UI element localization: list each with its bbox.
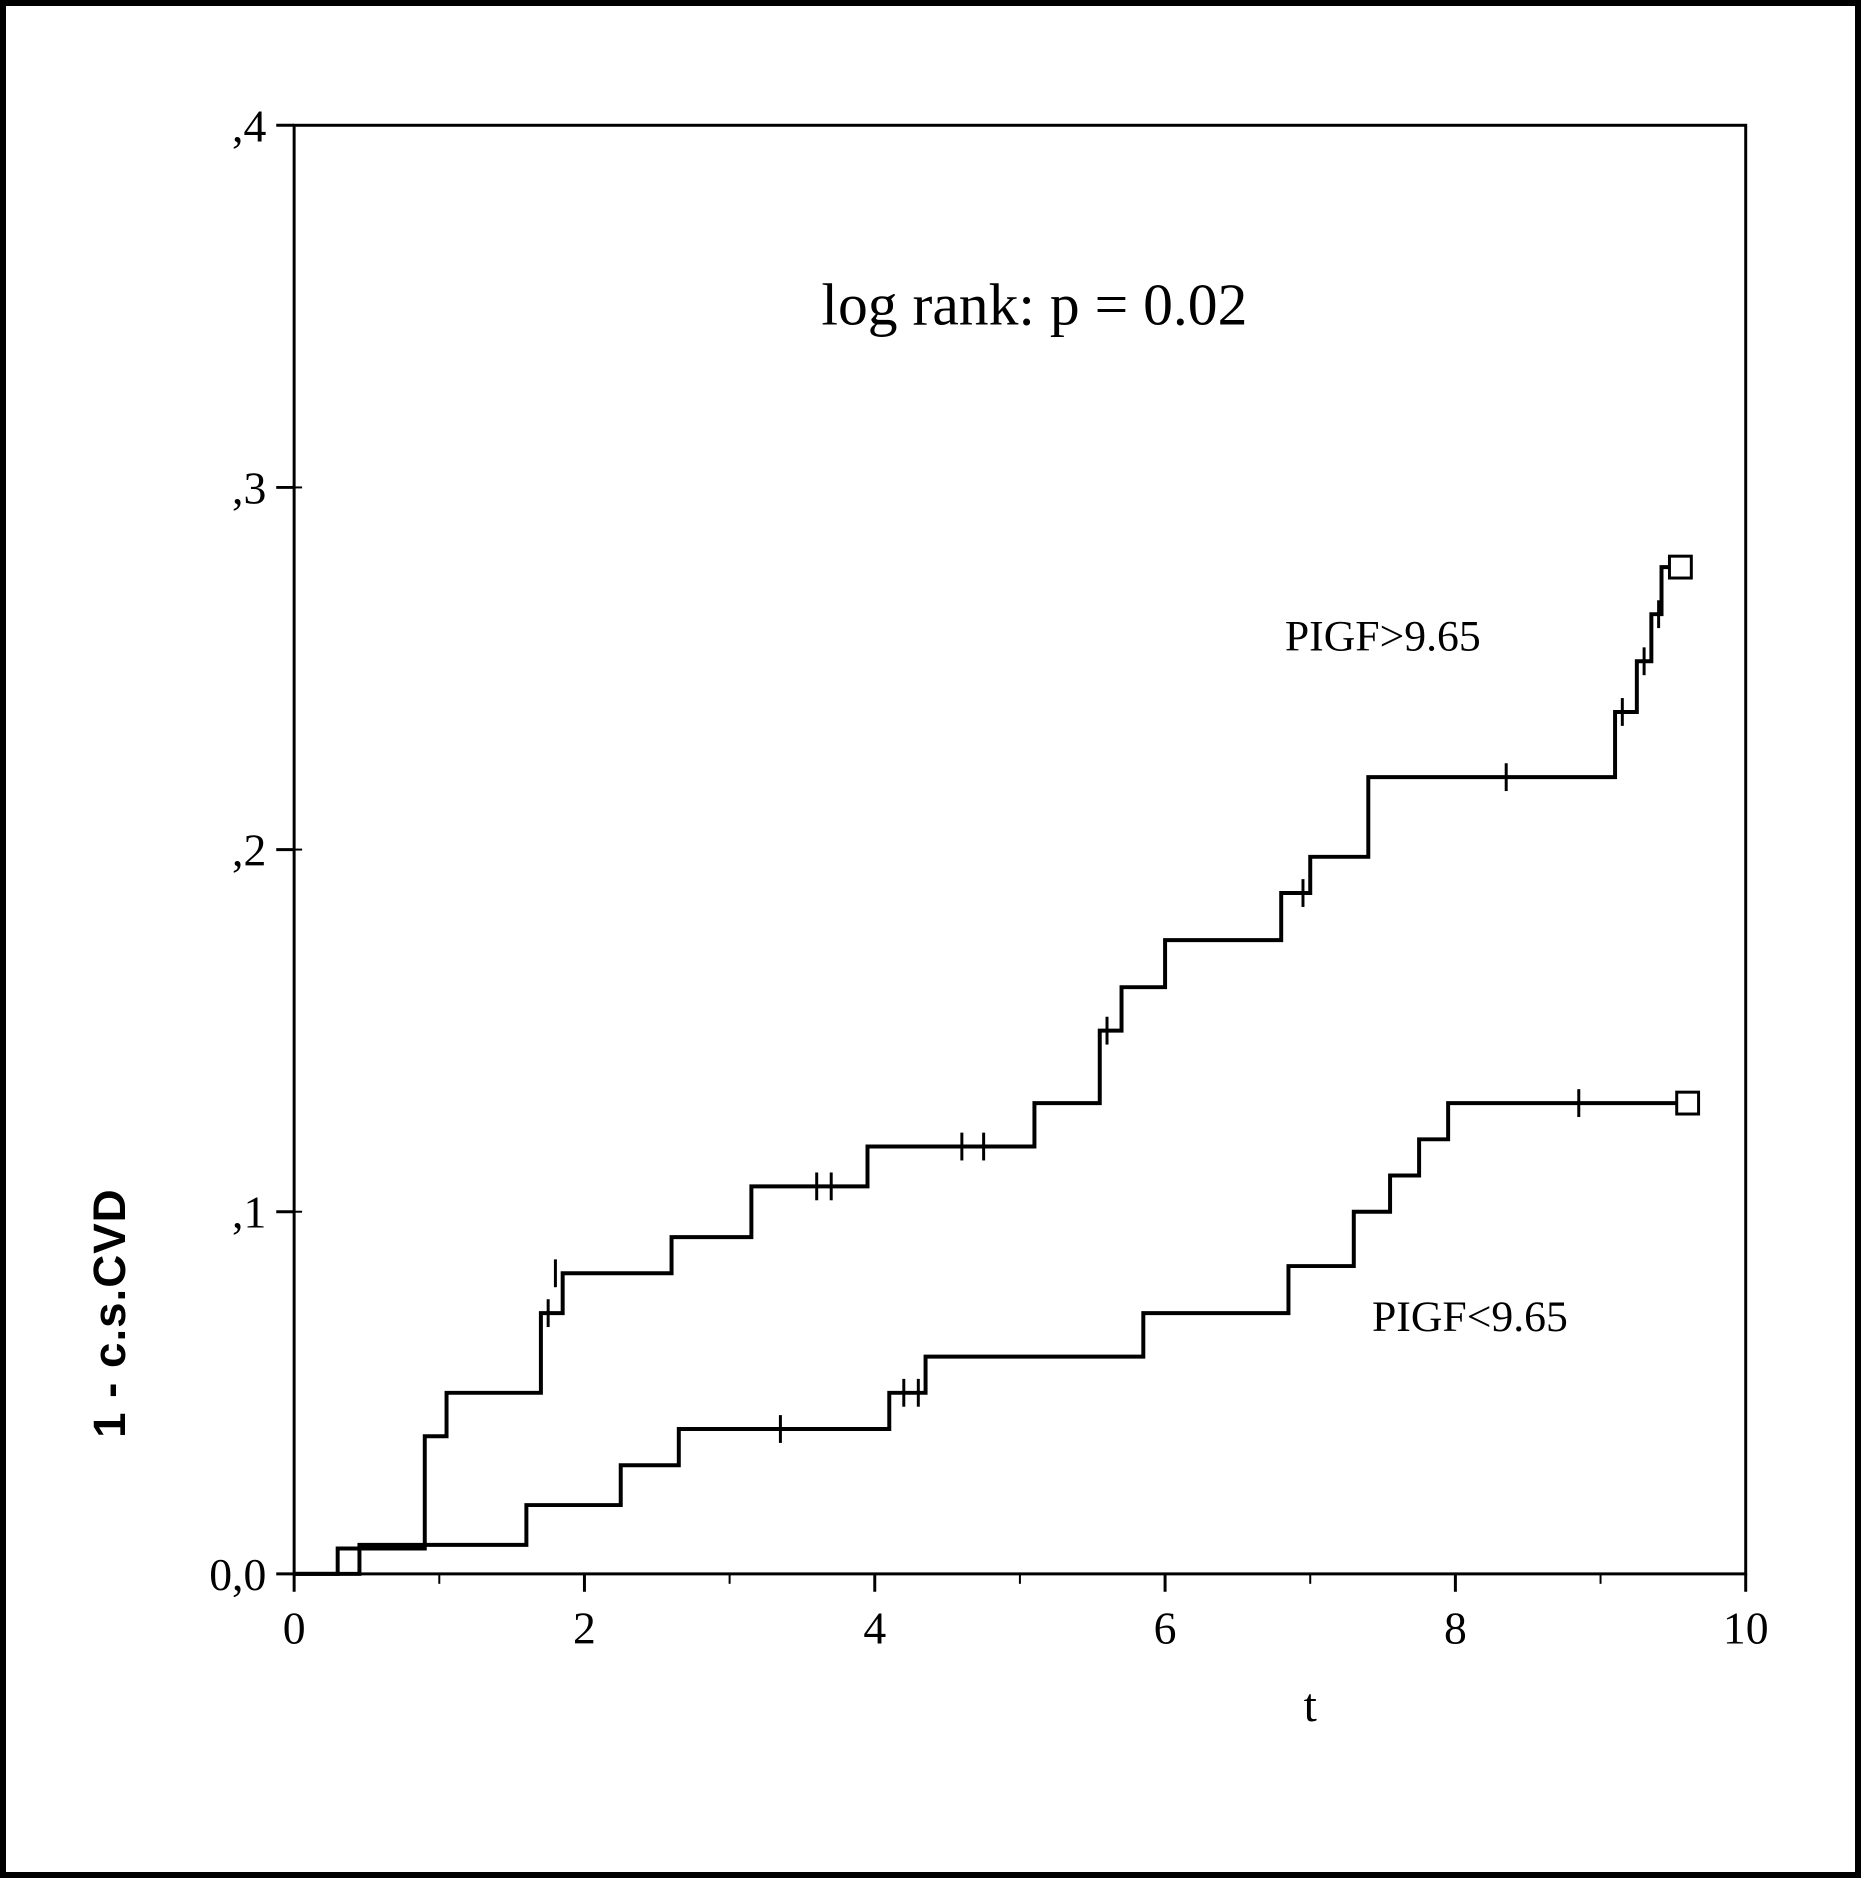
series-PIGF>9.65 [294,567,1680,1574]
x-tick-label: 6 [1154,1602,1177,1653]
x-tick-label: 0 [283,1602,306,1653]
x-tick-label: 2 [573,1602,596,1653]
survival-chart: 0 2 4 6 8 10 t 0,0 ,1 ,2 ,3 ,4 1 - c.s.CVD log rank: … [6,6,1855,1872]
x-axis-title: t [1304,1680,1317,1732]
series-label: PIGF>9.65 [1285,612,1481,660]
x-tick-label: 10 [1723,1602,1769,1653]
y-tick-label: 0,0 [209,1549,266,1600]
outer-frame: 0 2 4 6 8 10 t 0,0 ,1 ,2 ,3 ,4 1 - c.s.CVD log rank: … [0,0,1861,1878]
series-label: PIGF<9.65 [1372,1293,1568,1341]
y-tick-label: ,4 [232,100,266,151]
chart-container: 0 2 4 6 8 10 t 0,0 ,1 ,2 ,3 ,4 1 - c.s.CVD log rank: … [6,6,1855,1872]
y-axis-title: 1 - c.s.CVD [84,1188,135,1438]
x-tick-label: 8 [1444,1602,1467,1653]
y-tick-label: ,3 [232,462,266,513]
y-tick-label: ,2 [232,825,266,876]
series-end-marker [1677,1092,1699,1114]
series-end-marker [1669,556,1691,578]
log-rank-annotation: log rank: p = 0.02 [821,271,1247,337]
x-tick-label: 4 [863,1602,886,1653]
y-tick-label: ,1 [232,1187,266,1238]
